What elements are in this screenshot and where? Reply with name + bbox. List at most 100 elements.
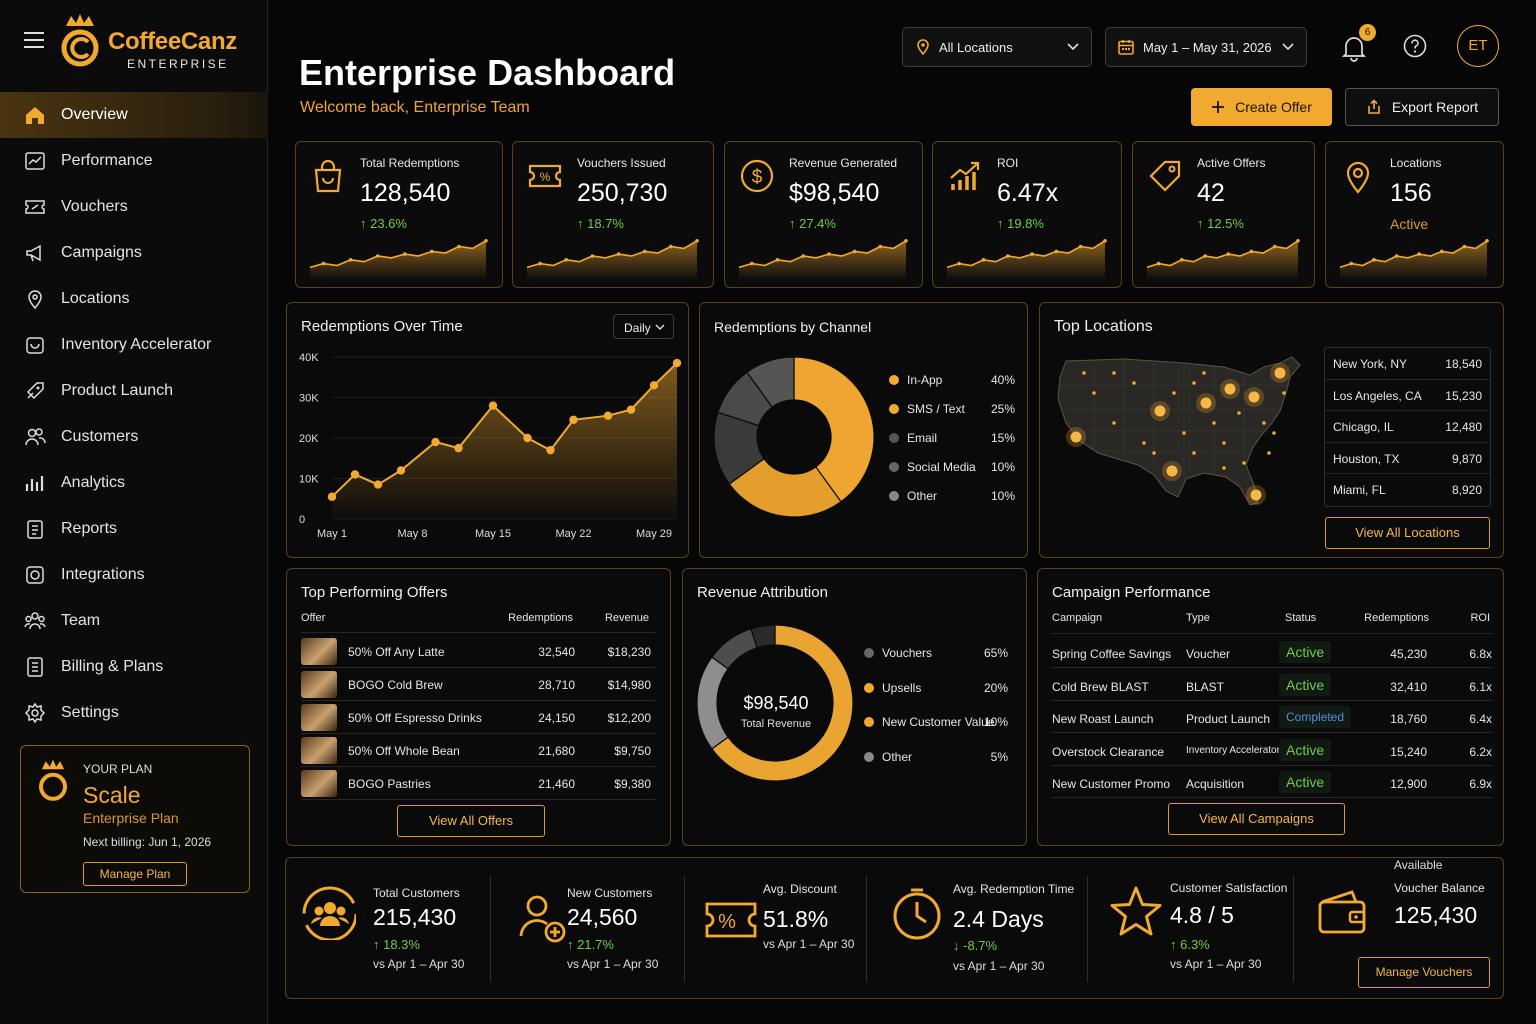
channel-donut-chart (713, 356, 875, 518)
table-row[interactable]: 50% Off Whole Bean 21,680 $9,750 (301, 734, 655, 767)
sidebar-item-billing-plans[interactable]: Billing & Plans (0, 644, 268, 690)
table-row[interactable]: New Roast Launch Product Launch Completed 1… (1052, 701, 1492, 733)
x-tick-label: May 1 (317, 528, 347, 540)
y-tick-label: 30K (299, 393, 319, 405)
avatar[interactable]: ET (1457, 25, 1499, 67)
sidebar-item-label: Reports (61, 520, 118, 537)
menu-icon[interactable] (24, 32, 44, 48)
manage-vouchers-button[interactable]: Manage Vouchers (1358, 957, 1490, 988)
sidebar-item-label: Billing & Plans (61, 658, 164, 675)
table-row[interactable]: Cold Brew BLAST BLAST Active 32,410 6.1x (1052, 669, 1492, 701)
kpi-card-locations[interactable]: Locations 156 Active (1325, 141, 1504, 288)
table-row[interactable]: BOGO Cold Brew 28,710 $14,980 (301, 668, 655, 701)
location-name: Miami, FL (1333, 483, 1386, 498)
sidebar-item-product-launch[interactable]: Product Launch (0, 368, 268, 414)
export-report-button[interactable]: Export Report (1345, 88, 1499, 126)
offer-revenue: $18,230 (607, 645, 651, 659)
offer-thumbnail (301, 671, 337, 698)
location-marker[interactable] (1250, 489, 1262, 501)
table-row[interactable]: New York, NY 18,540 (1325, 348, 1490, 380)
table-divider (301, 632, 655, 633)
location-marker[interactable] (1224, 383, 1236, 395)
top-locations-title: Top Locations (1054, 318, 1153, 335)
location-marker[interactable] (1070, 431, 1082, 443)
view-all-offers-button[interactable]: View All Offers (397, 805, 545, 837)
location-filter-dropdown[interactable]: All Locations (902, 27, 1092, 67)
sidebar-item-performance[interactable]: Performance (0, 138, 268, 184)
kpi-card-active-offers[interactable]: Active Offers 42 ↑ 12.5% (1132, 141, 1315, 288)
kpi-card-roi[interactable]: ROI 6.47x ↑ 19.8% (932, 141, 1122, 288)
table-row[interactable]: 50% Off Any Latte 32,540 $18,230 (301, 635, 655, 668)
sidebar-item-campaigns[interactable]: Campaigns (0, 230, 268, 276)
location-dot (1182, 431, 1186, 435)
create-offer-button[interactable]: Create Offer (1191, 88, 1332, 126)
sidebar-item-vouchers[interactable]: Vouchers (0, 184, 268, 230)
granularity-dropdown[interactable]: Daily (613, 314, 674, 339)
data-point (396, 466, 406, 475)
location-marker[interactable] (1274, 367, 1286, 379)
location-marker[interactable] (1166, 465, 1178, 477)
sidebar-item-customers[interactable]: Customers (0, 414, 268, 460)
location-marker[interactable] (1200, 397, 1212, 409)
table-row[interactable]: 50% Off Espresso Drinks 24,150 $12,200 (301, 701, 655, 734)
manage-plan-button[interactable]: Manage Plan (83, 862, 187, 886)
view-all-campaigns-button[interactable]: View All Campaigns (1168, 803, 1345, 835)
metric-change: ↑ 6.3% (1170, 937, 1210, 952)
kpi-change: ↑ 23.6% (360, 216, 407, 231)
coffeecanz-logo-icon (61, 14, 99, 67)
kpi-label: Locations (1390, 156, 1442, 170)
pie-slice (750, 624, 776, 649)
data-point (373, 480, 383, 489)
metric-label: Avg. Redemption Time (953, 882, 1075, 896)
table-row[interactable]: New Customer Promo Acquisition Active 12,90… (1052, 766, 1492, 798)
sidebar-item-analytics[interactable]: Analytics (0, 460, 268, 506)
sidebar-item-label: Locations (61, 290, 130, 307)
bottom-metrics-panel: Total Customers 215,430 ↑ 18.3% vs Apr 1 – … (285, 857, 1504, 999)
table-row[interactable]: Spring Coffee Savings Voucher Active 45,230… (1052, 636, 1492, 668)
brand-subtitle: ENTERPRISE (127, 57, 229, 71)
data-point (454, 443, 463, 453)
kpi-label: ROI (997, 156, 1019, 170)
offer-thumbnail (301, 638, 337, 665)
voucher-icon (25, 200, 45, 214)
table-row[interactable]: Overstock Clearance Inventory Accelerator… (1052, 734, 1492, 766)
kpi-card-vouchers-issued[interactable]: % Vouchers Issued 250,730 ↑ 18.7% (512, 141, 714, 288)
sidebar-item-overview[interactable]: Overview (0, 92, 268, 138)
help-icon[interactable] (1403, 34, 1427, 58)
kpi-card-total-redemptions[interactable]: Total Redemptions 128,540 ↑ 23.6% (295, 141, 503, 288)
campaign-roi: 6.4x (1469, 712, 1492, 726)
sidebar-item-integrations[interactable]: Integrations (0, 552, 268, 598)
kpi-card-revenue-generated[interactable]: $ Revenue Generated $98,540 ↑ 27.4% (724, 141, 923, 288)
notifications-button[interactable]: 6 (1341, 24, 1376, 62)
data-point (649, 381, 659, 390)
table-row[interactable]: Houston, TX 9,870 (1325, 443, 1490, 475)
date-filter-dropdown[interactable]: May 1 – May 31, 2026 (1105, 27, 1307, 67)
location-marker[interactable] (1248, 391, 1260, 403)
metric-value: 4.8 / 5 (1170, 902, 1234, 928)
campaign-name: New Customer Promo (1052, 777, 1171, 791)
legend-label: Other (882, 749, 913, 764)
legend-label: New Customer Value (882, 715, 995, 729)
kpi-value: 250,730 (577, 179, 668, 207)
campaign-redemptions: 12,900 (1390, 777, 1427, 791)
sidebar-item-reports[interactable]: Reports (0, 506, 268, 552)
plan-name: Scale (83, 782, 141, 808)
table-row[interactable]: Los Angeles, CA 15,230 (1325, 380, 1490, 412)
sidebar-item-inventory-accelerator[interactable]: Inventory Accelerator (0, 322, 268, 368)
sidebar-item-team[interactable]: Team (0, 598, 268, 644)
legend-value: 20% (983, 680, 1008, 695)
location-filter-value: All Locations (939, 39, 1013, 55)
table-row[interactable]: Miami, FL 8,920 (1325, 474, 1490, 506)
reports-icon (27, 520, 43, 539)
sidebar-item-settings[interactable]: Settings (0, 690, 268, 736)
table-row[interactable]: BOGO Pastries 21,460 $9,380 (301, 767, 655, 800)
table-row[interactable]: Chicago, IL 12,480 (1325, 411, 1490, 443)
kpi-value: 42 (1197, 179, 1225, 207)
metric-total-customers: Total Customers 215,430 ↑ 18.3% vs Apr 1 – … (286, 858, 491, 1000)
campaign-type: Product Launch (1186, 712, 1271, 726)
view-all-locations-button[interactable]: View All Locations (1325, 517, 1490, 549)
sidebar-item-locations[interactable]: Locations (0, 276, 268, 322)
date-filter-value: May 1 – May 31, 2026 (1143, 39, 1272, 55)
location-marker[interactable] (1154, 405, 1166, 417)
data-point (488, 401, 498, 410)
